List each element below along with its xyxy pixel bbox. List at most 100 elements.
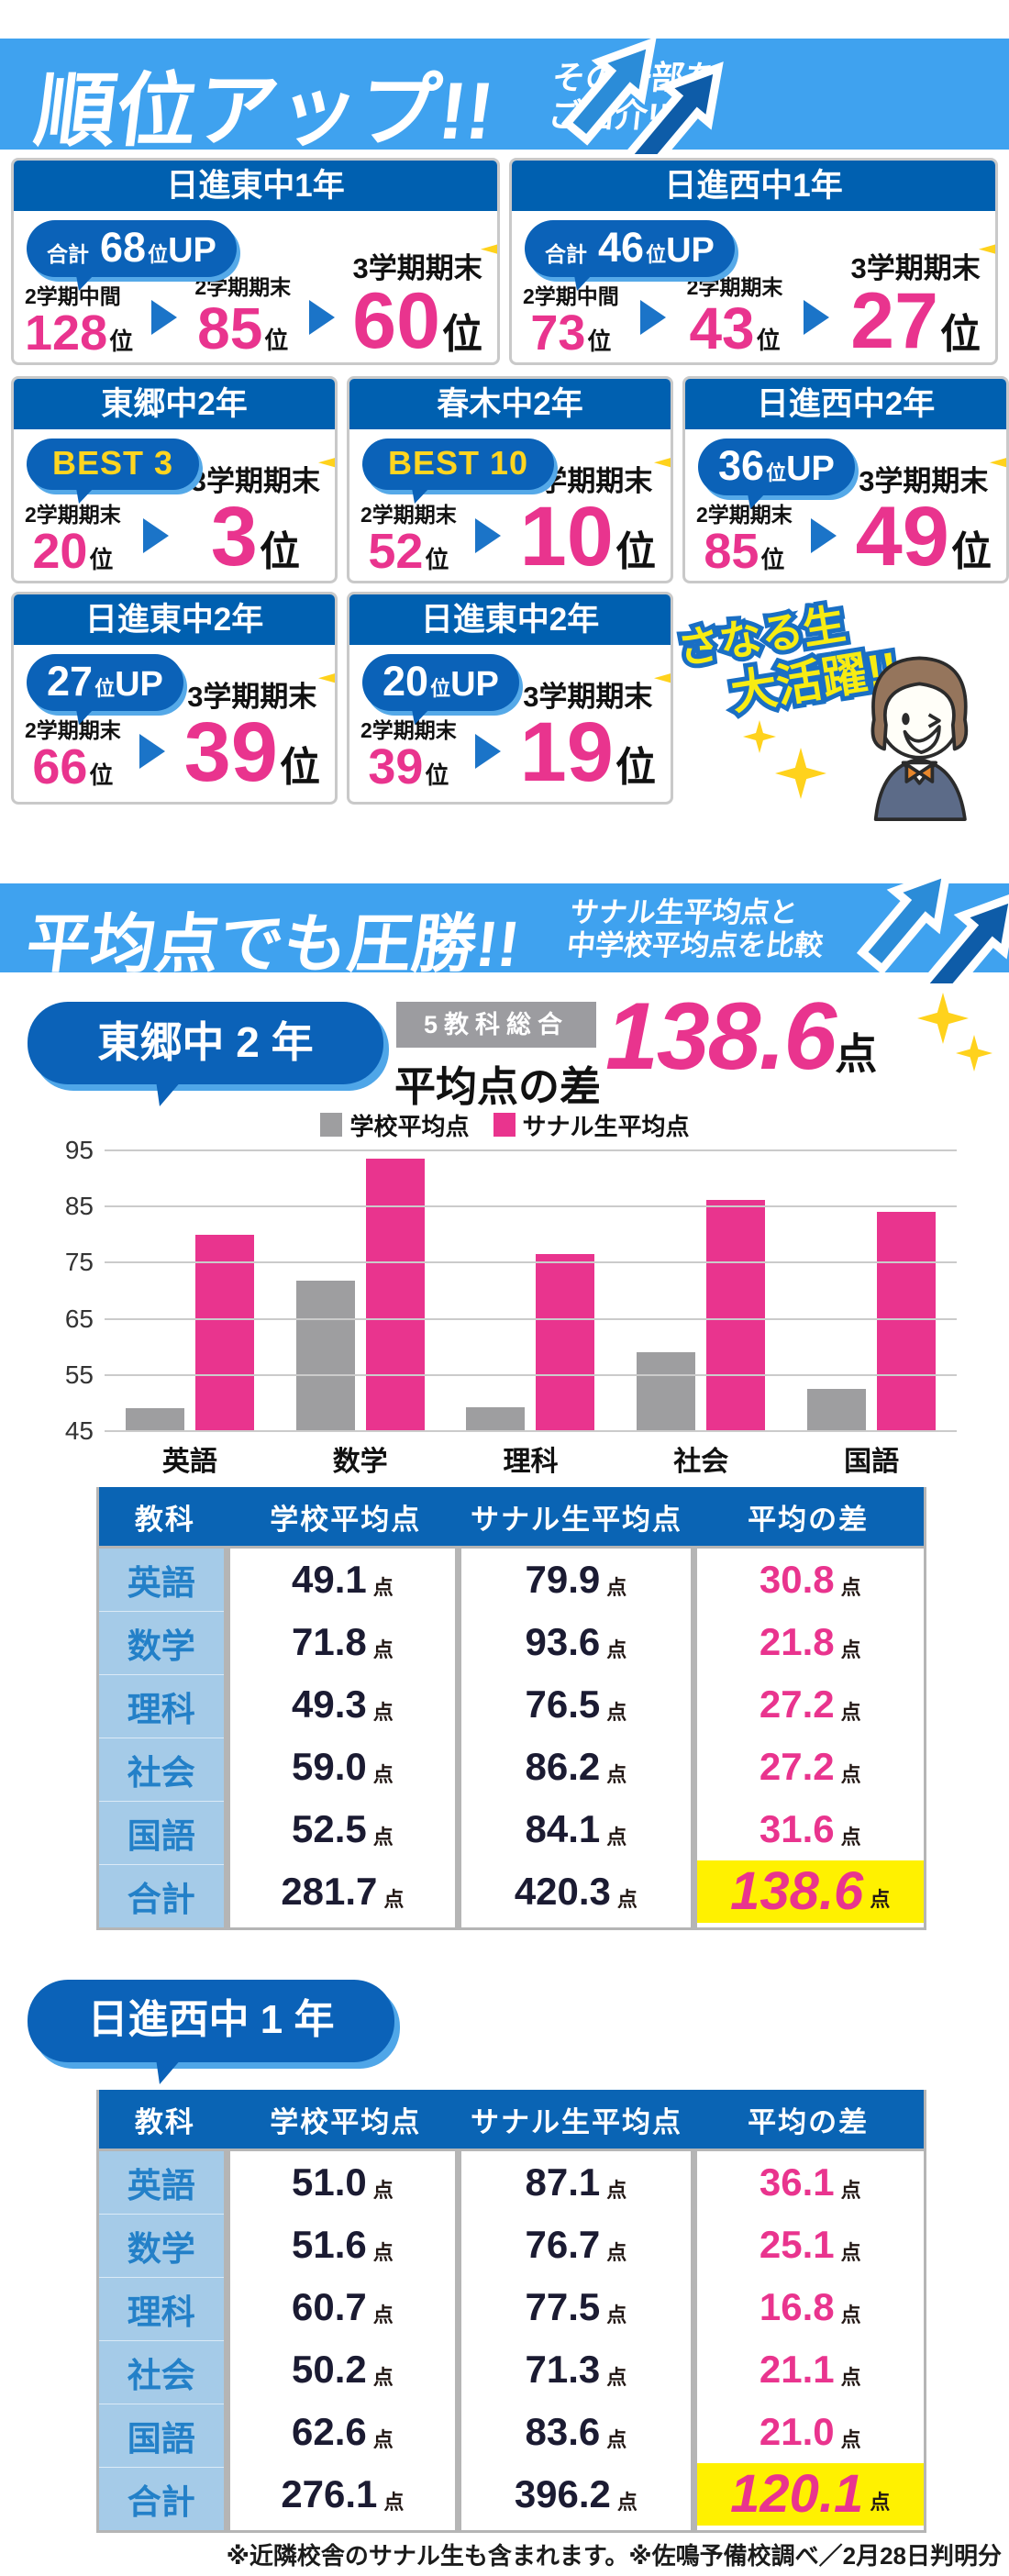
- arrow-right-icon: [150, 300, 177, 335]
- subject-cell: 数学: [99, 2214, 224, 2277]
- rank-steps: 2学期中間 128位 2学期期末 85位 3学期期末 60位: [25, 228, 497, 361]
- rank-final: 3学期期末 60位: [352, 228, 497, 361]
- school-number: 49.3: [292, 1682, 367, 1726]
- sparkle-icon: [989, 441, 1006, 484]
- point-unit: 点: [606, 1701, 627, 1724]
- badge-number: 36: [718, 442, 765, 489]
- diff-number: 21.0: [759, 2410, 835, 2453]
- bar-sanaru: [877, 1211, 937, 1431]
- rank-step: 2学期期末 20位: [25, 497, 121, 576]
- sanaru-number: 86.2: [525, 1745, 601, 1788]
- school-value-cell: 276.1 点: [230, 2463, 456, 2526]
- point-unit: 点: [840, 1638, 861, 1661]
- step-label: 2学期期末: [686, 275, 783, 300]
- card-body: 合計 46 位 UP 2学期中間 73位 2学期期末 43位 3学期期末 27位: [512, 211, 995, 362]
- point-unit: 点: [606, 2179, 627, 2202]
- final-value: 19位: [520, 710, 656, 794]
- table-header-row: 教科 学校平均点 サナル生平均点 平均の差: [99, 2090, 924, 2149]
- legend-item: 学校平均点: [320, 1108, 470, 1142]
- step-label: 2学期期末: [25, 717, 121, 742]
- step-value: 73位: [523, 308, 619, 358]
- chart-plot-area: [105, 1149, 957, 1432]
- school-value-cell: 52.5 点: [230, 1798, 456, 1860]
- rank-step: 2学期期末 52位: [360, 497, 457, 576]
- step-number: 85: [704, 523, 760, 579]
- point-unit: 点: [840, 1763, 861, 1786]
- point-unit: 点: [840, 2304, 861, 2326]
- point-unit: 点: [383, 1888, 405, 1911]
- diff-value-cell: 30.8 点: [697, 1549, 925, 1611]
- badge-unit: 位: [430, 677, 451, 700]
- diff-number: 31.6: [759, 1807, 835, 1850]
- legend-swatch: [320, 1113, 343, 1137]
- badge-number: 68: [100, 224, 147, 271]
- school-value-cell: 62.6 点: [230, 2401, 456, 2463]
- final-unit: 位: [259, 529, 300, 575]
- badge-up-label: UP: [168, 231, 216, 270]
- bar-sanaru: [536, 1254, 595, 1431]
- rank-steps: 2学期期末 85位 3学期期末 49位: [696, 441, 1006, 579]
- school-number: 71.8: [292, 1620, 367, 1663]
- bar-group: [446, 1150, 616, 1431]
- final-value: 39位: [184, 710, 320, 794]
- card-school-name: 日進東中2年: [349, 594, 671, 645]
- nisshin-school-badge: 日進西中 1 年: [28, 1980, 394, 2084]
- rank-card: 日進東中1年 合計 68 位 UP 2学期中間 128位 2学期期末 85位 3学期期末 60位: [11, 158, 500, 365]
- diff-number: 16.8: [759, 2285, 835, 2328]
- sanaru-value-cell: 86.2 点: [461, 1736, 690, 1798]
- step-number: 52: [368, 523, 424, 579]
- step-label: 2学期期末: [696, 502, 793, 527]
- point-unit: 点: [840, 1576, 861, 1599]
- x-axis-category-label: 国語: [844, 1447, 900, 1477]
- sanaru-value-cell: 87.1 点: [461, 2151, 690, 2214]
- x-axis-category-label: 英語: [161, 1447, 217, 1477]
- bar-group: [105, 1150, 275, 1431]
- step-value: 39位: [360, 742, 457, 792]
- x-axis-category-label: 理科: [503, 1447, 559, 1477]
- diff-number: 27.2: [759, 1682, 835, 1726]
- step-number: 73: [530, 305, 586, 361]
- up-arrow-icon: [560, 36, 724, 154]
- school-value-cell: 49.3 点: [230, 1673, 456, 1736]
- average-title: 平均点でも圧勝!!: [22, 908, 524, 980]
- sparkle-icon: [653, 657, 671, 700]
- chart-legend: 学校平均点 サナル生平均点: [53, 1106, 957, 1143]
- rank-card: 東郷中2年 BEST 3 2学期期末 20位 3学期期末 3位: [11, 376, 338, 583]
- step-label: 2学期期末: [360, 502, 457, 527]
- school-value-cell: 51.6 点: [230, 2214, 456, 2276]
- step-unit: 位: [109, 327, 134, 355]
- final-number: 3: [210, 490, 258, 583]
- gridline: [105, 1430, 957, 1432]
- point-unit: 点: [372, 2366, 394, 2389]
- point-unit: 点: [372, 2241, 394, 2264]
- point-unit: 点: [372, 2304, 394, 2326]
- final-value: 3位: [191, 494, 320, 579]
- final-unit: 位: [441, 311, 482, 357]
- sanaru-value-cell: 77.5 点: [461, 2276, 690, 2338]
- rank-up-banner: 順位アップ!! その一部を ご紹介!!: [0, 39, 1009, 156]
- sparkle-icon: [480, 228, 497, 271]
- subject-cell: 合計: [99, 2467, 224, 2530]
- table-header-cell: 教科: [134, 1503, 195, 1536]
- point-unit: 点: [372, 1638, 394, 1661]
- school-average-column: 49.1 点 71.8 点 49.3 点 59.0 点 52.5 点 281.7 点: [229, 1549, 456, 1927]
- rank-final: 3学期期末 19位: [520, 657, 671, 794]
- sanaru-value-cell: 76.5 点: [461, 1673, 690, 1736]
- point-unit: 点: [372, 1576, 394, 1599]
- school-number: 60.7: [292, 2285, 367, 2328]
- final-label: 3学期期末: [523, 681, 653, 714]
- sparkle-icon: [653, 441, 671, 484]
- school-number: 62.6: [292, 2410, 367, 2453]
- diff-value-cell: 36.1 点: [697, 2151, 925, 2214]
- subject-cell: 社会: [99, 1738, 224, 1801]
- sparkle-icon: [317, 657, 335, 700]
- sanaru-value-cell: 83.6 点: [461, 2401, 690, 2463]
- final-number: 39: [183, 705, 278, 800]
- diff-value-cell: 27.2 点: [697, 1736, 925, 1798]
- point-unit: 点: [372, 2428, 394, 2451]
- diff-value-cell: 16.8 点: [697, 2276, 925, 2338]
- mascot-area: さなる生 大活躍!!: [670, 592, 1009, 821]
- subject-cell: 英語: [127, 2167, 195, 2204]
- rank-final: 3学期期末 27位: [850, 228, 995, 361]
- badge-number: 20: [383, 658, 429, 705]
